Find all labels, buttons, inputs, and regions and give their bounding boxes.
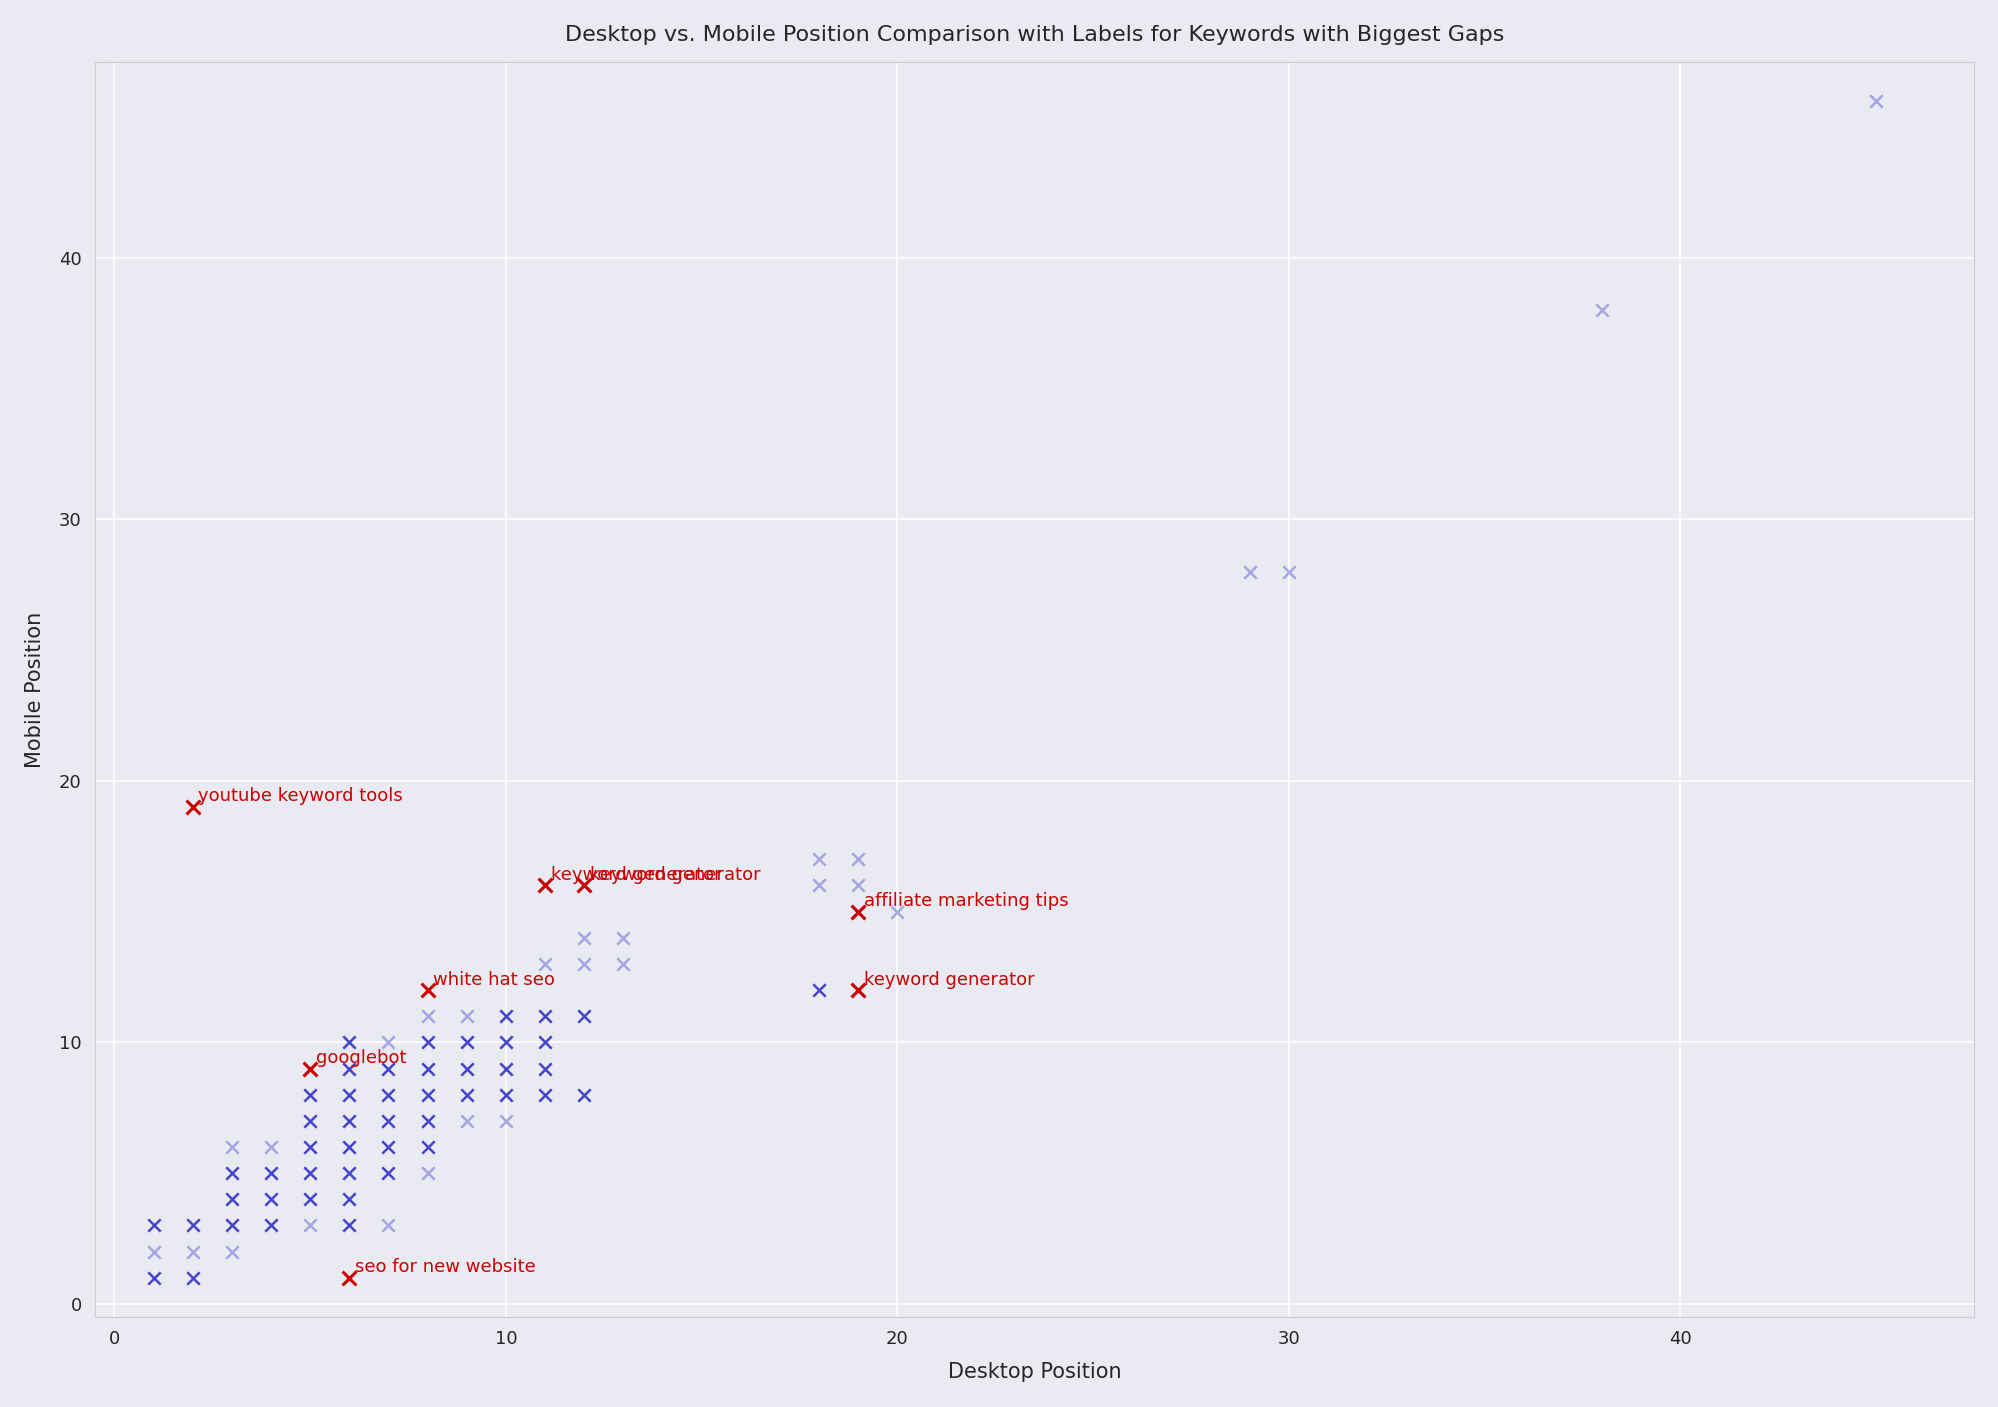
Point (881, 900, 913, 923)
Point (334, 1188, 366, 1210)
Point (216, 1188, 248, 1210)
Point (450, 1031, 482, 1054)
Text: googlebot: googlebot (316, 1050, 406, 1067)
Point (372, 1110, 404, 1133)
Point (490, 1110, 521, 1133)
Point (450, 1057, 482, 1079)
Point (216, 1135, 248, 1158)
Point (334, 1083, 366, 1106)
Point (372, 1135, 404, 1158)
Point (294, 1188, 326, 1210)
Point (490, 1031, 521, 1054)
Point (412, 1135, 444, 1158)
Point (490, 1057, 521, 1079)
Point (412, 1083, 444, 1106)
Point (334, 1266, 366, 1289)
Point (256, 1188, 288, 1210)
Point (216, 1214, 248, 1237)
Point (529, 1057, 561, 1079)
Point (334, 1057, 366, 1079)
Point (567, 1083, 599, 1106)
Point (1233, 560, 1265, 582)
Y-axis label: Mobile Position: Mobile Position (26, 611, 46, 767)
Point (256, 1214, 288, 1237)
Point (138, 1214, 170, 1237)
Point (1273, 560, 1305, 582)
Point (529, 1031, 561, 1054)
Point (841, 979, 873, 1002)
Point (294, 1057, 326, 1079)
Point (176, 1266, 208, 1289)
Point (294, 1135, 326, 1158)
Point (334, 1214, 366, 1237)
X-axis label: Desktop Position: Desktop Position (947, 1362, 1121, 1382)
Point (138, 1241, 170, 1263)
Point (1584, 298, 1616, 321)
Point (412, 1162, 444, 1185)
Point (490, 1005, 521, 1027)
Point (256, 1135, 288, 1158)
Point (372, 1162, 404, 1185)
Point (529, 1083, 561, 1106)
Point (450, 1083, 482, 1106)
Title: Desktop vs. Mobile Position Comparison with Labels for Keywords with Biggest Gap: Desktop vs. Mobile Position Comparison w… (565, 25, 1502, 45)
Point (176, 1214, 208, 1237)
Point (803, 874, 835, 896)
Point (294, 1214, 326, 1237)
Point (803, 979, 835, 1002)
Point (529, 874, 561, 896)
Point (334, 1162, 366, 1185)
Point (841, 979, 873, 1002)
Point (529, 1005, 561, 1027)
Point (412, 1110, 444, 1133)
Point (1860, 90, 1892, 113)
Point (567, 1005, 599, 1027)
Point (294, 1057, 326, 1079)
Point (567, 953, 599, 975)
Point (334, 1110, 366, 1133)
Text: keyword generator: keyword generator (549, 865, 721, 884)
Point (372, 1083, 404, 1106)
Point (567, 874, 599, 896)
Point (567, 874, 599, 896)
Text: youtube keyword tools: youtube keyword tools (198, 788, 404, 805)
Point (412, 1031, 444, 1054)
Text: keyword generator: keyword generator (589, 865, 759, 884)
Text: seo for new website: seo for new website (356, 1258, 535, 1276)
Point (294, 1162, 326, 1185)
Point (412, 1005, 444, 1027)
Point (256, 1162, 288, 1185)
Point (841, 848, 873, 871)
Text: keyword generator: keyword generator (863, 971, 1033, 989)
Point (450, 1110, 482, 1133)
Text: white hat seo: white hat seo (434, 971, 555, 989)
Point (294, 1083, 326, 1106)
Point (372, 1031, 404, 1054)
Point (412, 979, 444, 1002)
Point (216, 1162, 248, 1185)
Point (490, 1083, 521, 1106)
Point (334, 1135, 366, 1158)
Point (372, 1057, 404, 1079)
Point (294, 1110, 326, 1133)
Point (412, 1057, 444, 1079)
Point (176, 1241, 208, 1263)
Point (803, 848, 835, 871)
Point (529, 953, 561, 975)
Point (607, 927, 639, 950)
Point (841, 874, 873, 896)
Point (372, 1214, 404, 1237)
Point (138, 1266, 170, 1289)
Point (567, 927, 599, 950)
Point (450, 1005, 482, 1027)
Point (529, 874, 561, 896)
Point (216, 1241, 248, 1263)
Point (841, 900, 873, 923)
Point (841, 900, 873, 923)
Text: affiliate marketing tips: affiliate marketing tips (863, 892, 1067, 910)
Point (176, 796, 208, 819)
Point (334, 1031, 366, 1054)
Point (607, 953, 639, 975)
